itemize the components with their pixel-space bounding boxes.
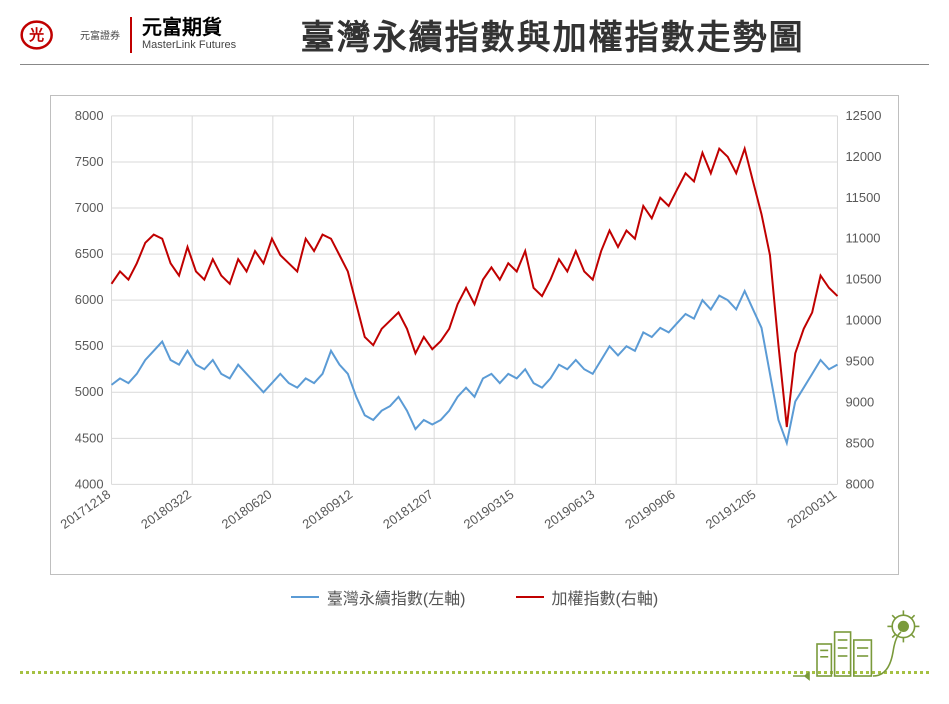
logo-mark-icon: 光 xyxy=(20,20,70,50)
svg-text:8000: 8000 xyxy=(75,108,104,123)
svg-text:4500: 4500 xyxy=(75,430,104,445)
logo-text-block: 元富期貨 MasterLink Futures xyxy=(142,17,236,51)
svg-text:6500: 6500 xyxy=(75,246,104,261)
legend-line-icon xyxy=(291,596,319,598)
svg-text:9500: 9500 xyxy=(845,354,874,369)
header-underline xyxy=(20,64,929,65)
svg-text:7500: 7500 xyxy=(75,154,104,169)
svg-text:12000: 12000 xyxy=(845,149,881,164)
page-title: 臺灣永續指數與加權指數走勢圖 xyxy=(256,10,849,59)
chart-svg: 4000450050005500600065007000750080008000… xyxy=(51,96,898,574)
svg-text:8500: 8500 xyxy=(845,435,874,450)
svg-text:12500: 12500 xyxy=(845,108,881,123)
legend-label: 加權指數(右軸) xyxy=(552,585,659,609)
svg-text:6000: 6000 xyxy=(75,292,104,307)
legend-line-icon xyxy=(516,596,544,598)
svg-text:11500: 11500 xyxy=(845,190,880,205)
footer-city-icon xyxy=(769,604,929,684)
logo-name-cn: 元富期貨 xyxy=(142,17,236,39)
svg-text:光: 光 xyxy=(28,26,44,44)
svg-text:20171218: 20171218 xyxy=(57,486,113,531)
logo-sublabel: 元富證券 xyxy=(80,27,120,42)
svg-text:20180322: 20180322 xyxy=(138,486,194,531)
svg-text:11000: 11000 xyxy=(845,231,880,246)
svg-text:9000: 9000 xyxy=(845,394,874,409)
legend-label: 臺灣永續指數(左軸) xyxy=(327,585,466,609)
svg-text:20190315: 20190315 xyxy=(461,486,517,531)
svg-text:20181207: 20181207 xyxy=(380,486,436,531)
svg-text:10500: 10500 xyxy=(845,272,881,287)
svg-text:20191205: 20191205 xyxy=(703,486,759,531)
svg-text:20200311: 20200311 xyxy=(784,486,839,531)
logo-name-en: MasterLink Futures xyxy=(142,39,236,51)
svg-text:7000: 7000 xyxy=(75,200,104,215)
company-logo: 光 元富證券 元富期貨 MasterLink Futures xyxy=(20,17,236,53)
svg-text:20180912: 20180912 xyxy=(299,486,355,531)
svg-text:8000: 8000 xyxy=(845,476,874,491)
legend-item-weighted: 加權指數(右軸) xyxy=(516,585,659,609)
legend-item-sustainable: 臺灣永續指數(左軸) xyxy=(291,585,466,609)
svg-text:10000: 10000 xyxy=(845,313,881,328)
svg-text:20180620: 20180620 xyxy=(219,486,275,531)
svg-text:5500: 5500 xyxy=(75,338,104,353)
logo-divider xyxy=(130,17,132,53)
chart-container: 4000450050005500600065007000750080008000… xyxy=(50,95,899,575)
svg-text:20190613: 20190613 xyxy=(541,486,597,531)
svg-text:5000: 5000 xyxy=(75,384,104,399)
svg-text:20190906: 20190906 xyxy=(622,486,678,531)
header: 光 元富證券 元富期貨 MasterLink Futures 臺灣永續指數與加權… xyxy=(0,0,949,64)
